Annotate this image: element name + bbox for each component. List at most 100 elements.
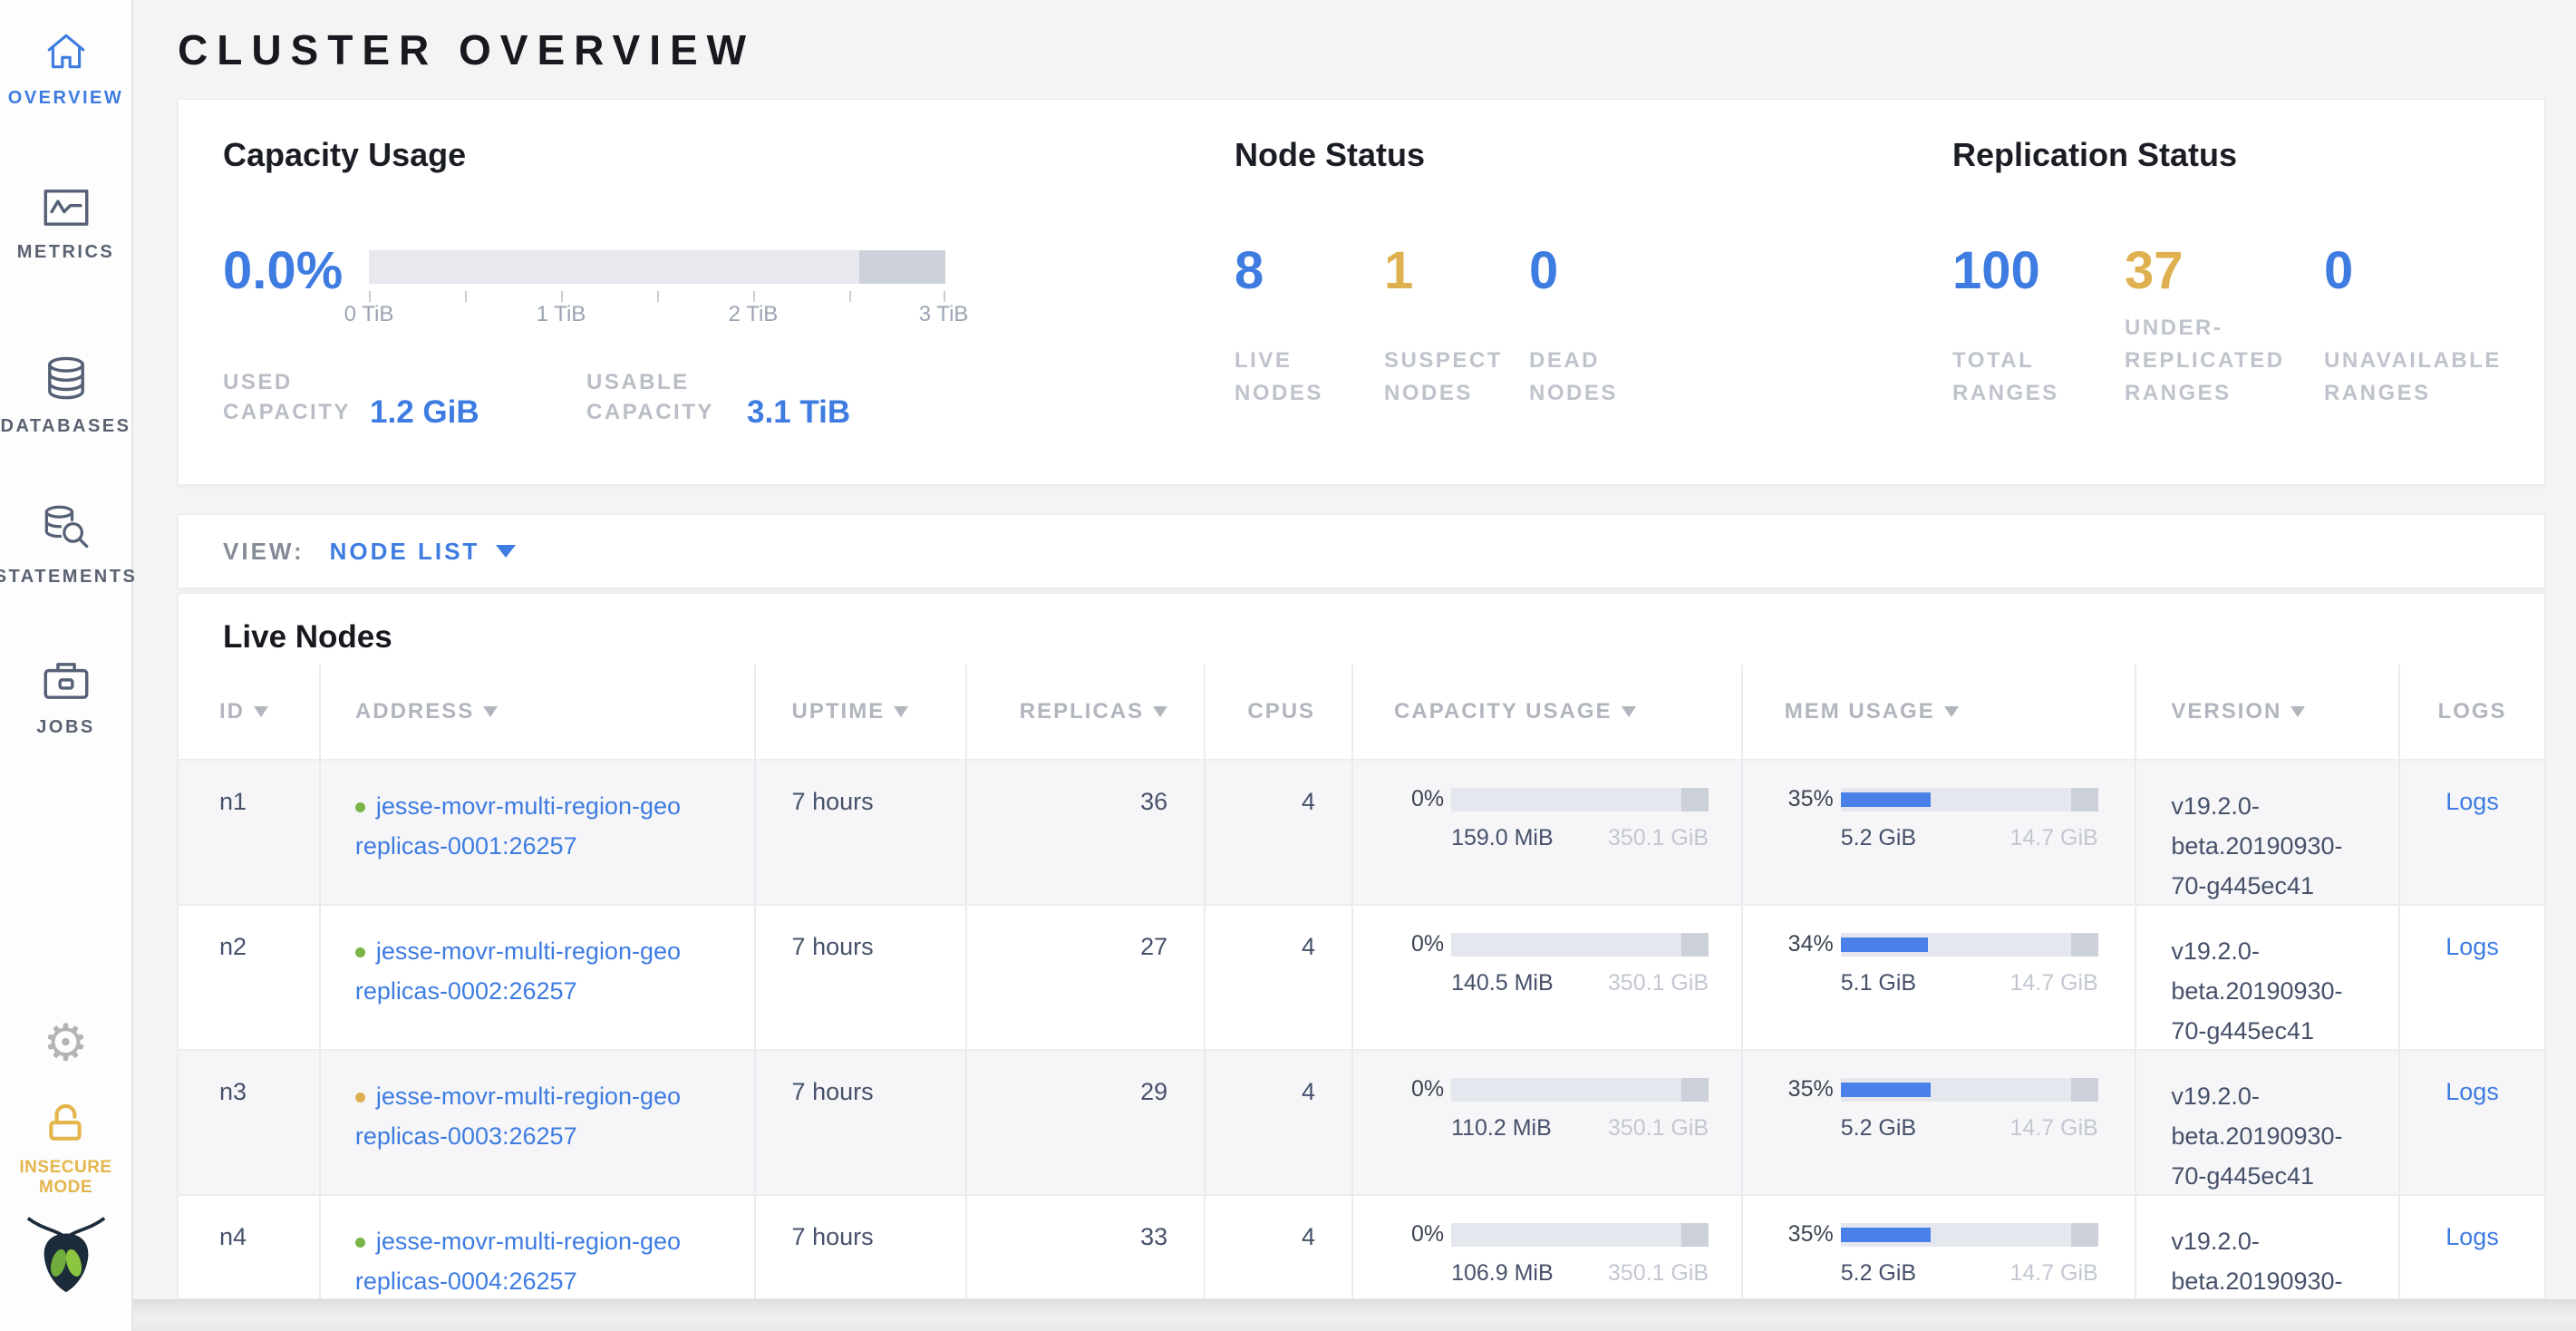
capacity-percent: 0% [1410, 1076, 1445, 1102]
capacity-usage-bar [1451, 787, 1709, 811]
node-address-link[interactable]: jesse-movr-multi-region-geo replicas-0003… [354, 1083, 682, 1150]
sidebar-item-label: JOBS [36, 717, 95, 737]
node-status-dot [354, 1093, 365, 1103]
view-label: VIEW: [223, 537, 305, 565]
sidebar: OVERVIEW METRICS DATABASES [0, 0, 135, 1331]
node-cpus: 4 [1206, 1051, 1354, 1194]
tick-label: 3 TiB [918, 302, 969, 326]
node-id: n2 [179, 906, 321, 1049]
tick-label: 1 TiB [536, 302, 586, 326]
node-status-dot [354, 947, 365, 957]
unlocked-padlock-icon [44, 1099, 89, 1147]
sidebar-item-statements[interactable]: STATEMENTS [0, 504, 135, 588]
logs-link[interactable]: Logs [2445, 933, 2499, 960]
sidebar-item-label: DATABASES [0, 416, 131, 436]
sidebar-item-databases[interactable]: DATABASES [0, 355, 131, 437]
sidebar-item-label: OVERVIEW [7, 88, 124, 108]
insecure-mode-label: INSECURE MODE [19, 1158, 112, 1197]
mem-percent: 34% [1787, 931, 1834, 957]
capacity-percent: 0% [1410, 1221, 1445, 1247]
statements-icon [43, 504, 90, 556]
sidebar-item-metrics[interactable]: METRICS [0, 189, 131, 263]
view-dropdown[interactable]: NODE LIST [330, 538, 517, 566]
sort-arrow-icon [483, 706, 499, 717]
cockroachdb-logo [0, 1213, 131, 1299]
unavailable-ranges-label: UNAVAILABLE RANGES [2324, 348, 2502, 405]
node-id: n1 [179, 761, 321, 904]
view-dropdown-value: NODE LIST [329, 537, 480, 565]
table-header-row: ID ADDRESS UPTIME REPLICAS CPUS CAPACITY… [179, 665, 2544, 759]
live-nodes-count: 8 [1235, 241, 1264, 300]
capacity-usage-title: Capacity Usage [223, 136, 467, 173]
usable-capacity-value: 3.1 TiB [747, 394, 851, 430]
sort-arrow-icon [254, 706, 268, 717]
capacity-total: 350.1 GiB [1607, 1115, 1709, 1141]
live-nodes-title: Live Nodes [223, 619, 392, 655]
column-header-capacity-usage[interactable]: CAPACITY USAGE [1353, 665, 1743, 759]
capacity-percent: 0.0% [223, 241, 344, 300]
capacity-usage-section: Capacity Usage 0.0% 0 TiB 1 TiB [179, 100, 1207, 484]
column-header-address[interactable]: ADDRESS [321, 665, 756, 759]
mem-used: 5.2 GiB [1840, 825, 1917, 850]
used-capacity-label: USED CAPACITY [223, 370, 351, 424]
insecure-mode-indicator[interactable]: INSECURE MODE [0, 1099, 131, 1198]
capacity-total: 350.1 GiB [1607, 1260, 1709, 1286]
settings-button[interactable]: ⚙ [0, 1017, 131, 1068]
mem-used: 5.2 GiB [1840, 1260, 1917, 1286]
suspect-nodes-count: 1 [1384, 241, 1414, 300]
column-header-logs: LOGS [2437, 699, 2507, 724]
gear-icon: ⚙ [43, 1014, 89, 1071]
node-replicas: 33 [967, 1196, 1206, 1298]
under-replicated-ranges-label: UNDER-REPLICATED RANGES [2125, 316, 2285, 405]
table-row: n2 jesse-movr-multi-region-geo replicas-0… [179, 904, 2544, 1049]
sort-arrow-icon [1621, 706, 1636, 717]
node-id: n3 [179, 1051, 321, 1194]
capacity-percent: 0% [1410, 931, 1445, 957]
node-uptime: 7 hours [756, 1051, 968, 1194]
node-address-link[interactable]: jesse-movr-multi-region-geo replicas-0004… [354, 1228, 682, 1295]
logs-link[interactable]: Logs [2445, 788, 2499, 815]
usable-capacity-stat: USABLE CAPACITY 3.1 TiB [586, 367, 851, 430]
sidebar-item-label: STATEMENTS [0, 567, 138, 587]
metrics-icon [44, 189, 89, 231]
mem-usage-bar [1840, 932, 2098, 957]
node-cpus: 4 [1206, 906, 1354, 1049]
mem-usage-bar [1840, 1077, 2098, 1102]
mem-percent: 35% [1787, 1221, 1834, 1247]
briefcase-icon [44, 660, 89, 706]
column-header-mem-usage[interactable]: MEM USAGE [1743, 665, 2137, 759]
node-id: n4 [179, 1196, 321, 1298]
column-header-uptime[interactable]: UPTIME [756, 665, 968, 759]
logs-link[interactable]: Logs [2445, 1078, 2499, 1105]
node-version: v19.2.0-beta.20190930-70-g445ec41 [2171, 1228, 2343, 1295]
column-header-id[interactable]: ID [179, 665, 321, 759]
card-bottom-shadow [133, 1299, 2576, 1331]
page-title: CLUSTER OVERVIEW [178, 26, 756, 73]
replication-status-section: Replication Status 100 37 0 TOTAL RANGES… [1923, 100, 2544, 484]
sort-arrow-icon [894, 706, 909, 717]
capacity-bar-reserved-segment [858, 250, 945, 284]
node-cpus: 4 [1206, 1196, 1354, 1298]
node-uptime: 7 hours [756, 761, 968, 904]
capacity-used: 159.0 MiB [1451, 825, 1554, 850]
capacity-used: 140.5 MiB [1451, 970, 1554, 996]
logs-link[interactable]: Logs [2445, 1223, 2499, 1250]
sidebar-item-jobs[interactable]: JOBS [0, 660, 131, 738]
capacity-percent: 0% [1410, 786, 1445, 811]
total-ranges-count: 100 [1952, 241, 2040, 300]
node-version: v19.2.0-beta.20190930-70-g445ec41 [2171, 938, 2343, 1044]
node-uptime: 7 hours [756, 906, 968, 1049]
used-capacity-stat: USED CAPACITY 1.2 GiB [223, 367, 586, 428]
chevron-down-icon [496, 545, 517, 558]
capacity-bar: 0 TiB 1 TiB 2 TiB 3 TiB [344, 250, 968, 329]
column-header-version[interactable]: VERSION [2136, 665, 2401, 759]
mem-used: 5.1 GiB [1840, 970, 1917, 996]
mem-usage-bar [1840, 1222, 2098, 1247]
node-address-link[interactable]: jesse-movr-multi-region-geo replicas-0001… [354, 792, 682, 860]
capacity-total: 350.1 GiB [1607, 970, 1709, 996]
column-header-replicas[interactable]: REPLICAS [967, 665, 1206, 759]
capacity-usage-bar [1451, 1077, 1709, 1102]
node-address-link[interactable]: jesse-movr-multi-region-geo replicas-0002… [354, 938, 682, 1005]
sidebar-item-overview[interactable]: OVERVIEW [0, 31, 131, 109]
